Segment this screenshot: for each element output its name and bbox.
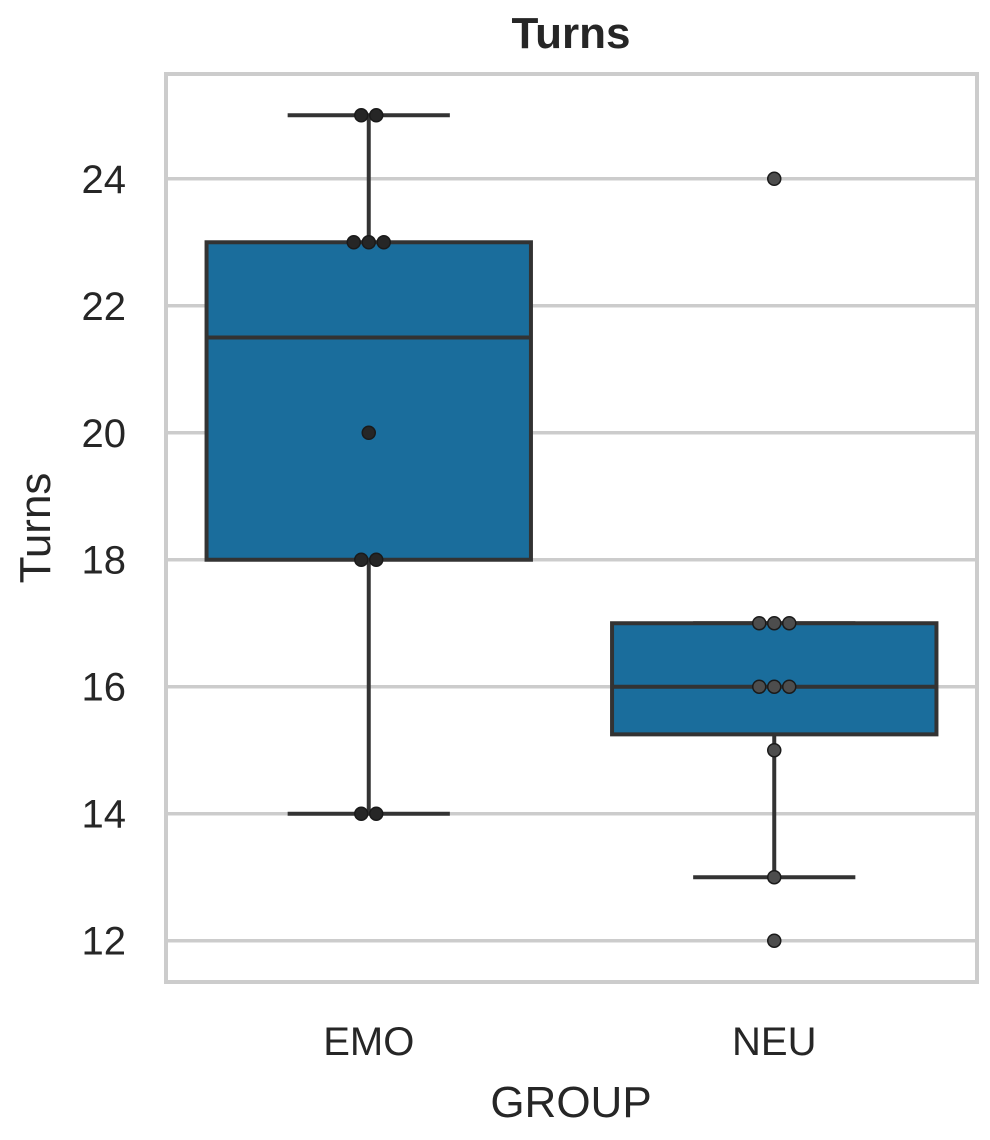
data-point	[767, 869, 782, 885]
iqr-box	[204, 240, 533, 562]
y-tick-label: 16	[82, 666, 127, 710]
y-tick-label: 18	[82, 539, 127, 583]
x-tick-label: EMO	[323, 1020, 414, 1064]
data-point	[346, 235, 361, 250]
data-point	[354, 552, 369, 567]
plot-frame	[164, 72, 979, 984]
data-points	[346, 108, 797, 948]
data-point	[354, 806, 369, 821]
y-tick-label: 22	[82, 285, 127, 329]
data-point	[782, 679, 797, 694]
y-axis-label: Turns	[11, 473, 60, 584]
data-point	[767, 615, 782, 631]
data-point	[767, 742, 782, 758]
box-group	[204, 113, 533, 816]
data-point	[767, 933, 782, 948]
x-tick-label: NEU	[732, 1020, 816, 1064]
chart-title: Turns	[512, 9, 631, 58]
data-point	[767, 679, 782, 694]
y-tick-labels: 12 14 16 18 20 22 24	[82, 158, 127, 964]
y-tick-label: 12	[82, 920, 127, 964]
y-tick-label: 24	[82, 158, 127, 202]
data-point	[369, 108, 384, 123]
iqr-box	[610, 621, 939, 737]
data-point	[361, 425, 376, 441]
data-point	[361, 235, 376, 250]
data-point	[376, 235, 391, 250]
data-point	[369, 552, 384, 567]
data-point	[782, 615, 797, 631]
boxes	[204, 113, 939, 880]
data-point	[752, 615, 767, 631]
x-axis-label: GROUP	[490, 1078, 651, 1127]
x-tick-labels: EMO NEU	[323, 1020, 816, 1064]
y-tick-label: 14	[82, 793, 127, 837]
data-point	[369, 806, 384, 821]
data-point	[354, 108, 369, 123]
y-tick-label: 20	[82, 412, 127, 456]
data-point	[752, 679, 767, 694]
data-point	[767, 171, 782, 187]
